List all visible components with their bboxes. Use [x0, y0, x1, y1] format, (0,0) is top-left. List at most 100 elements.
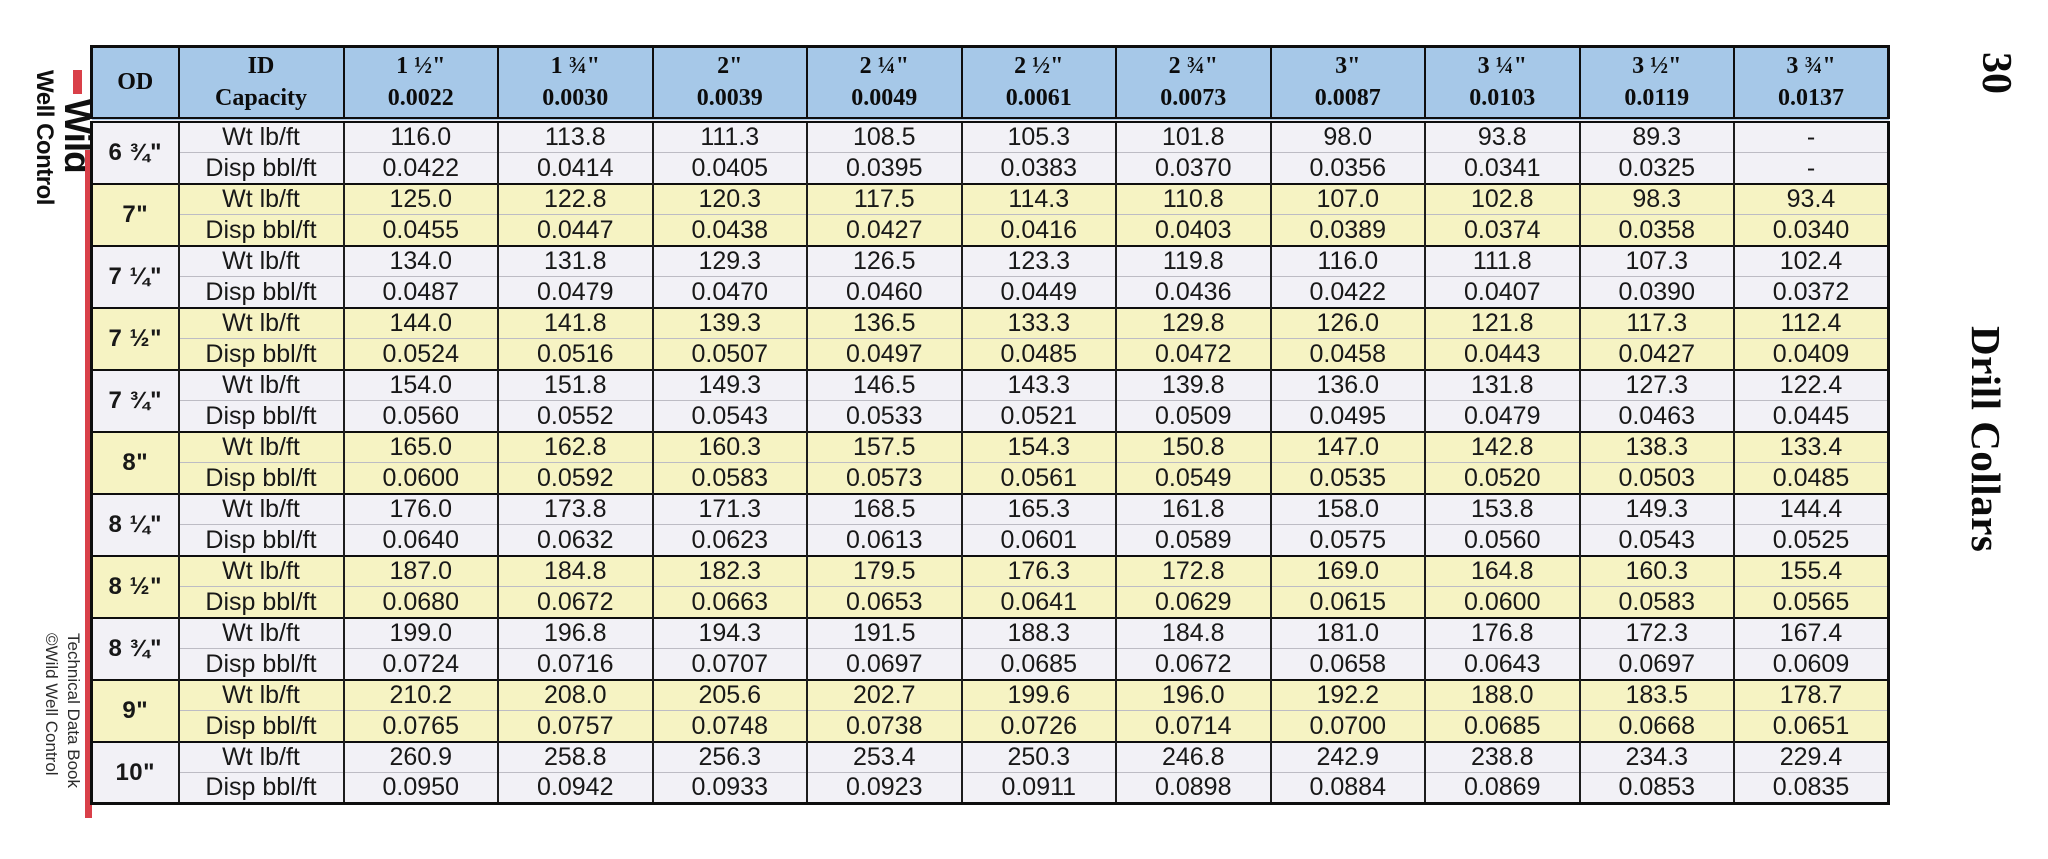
- value-cell: 178.7: [1733, 678, 1890, 711]
- value-cell: 154.3: [960, 430, 1117, 463]
- table-row: Disp bbl/ft 0.0455 0.0447 0.0438 0.0427 0.041…: [92, 214, 1890, 246]
- value-cell: 0.0589: [1115, 524, 1272, 556]
- header-line: ID: [247, 53, 275, 79]
- value-cell: 0.0455: [342, 214, 499, 246]
- red-accent-rule: [85, 150, 92, 818]
- value-cell: 149.3: [651, 368, 808, 401]
- value-cell: 0.0600: [1424, 586, 1581, 618]
- value-cell: 176.0: [342, 492, 499, 525]
- value-cell: 107.3: [1578, 244, 1735, 277]
- value-cell: 205.6: [651, 678, 808, 711]
- value-cell: 0.0479: [497, 276, 654, 308]
- value-cell: 0.0543: [1578, 524, 1735, 556]
- value-cell: 116.0: [1269, 244, 1426, 277]
- value-cell: 110.8: [1115, 182, 1272, 215]
- value-cell: 136.5: [806, 306, 963, 339]
- value-cell: 114.3: [960, 182, 1117, 215]
- row-label-cell: Disp bbl/ft: [177, 152, 345, 184]
- value-cell: 165.0: [342, 430, 499, 463]
- od-cell: 8 ¼": [90, 492, 180, 556]
- header-od: OD: [90, 45, 180, 124]
- value-cell: 161.8: [1115, 492, 1272, 525]
- value-cell: 0.0543: [651, 400, 808, 432]
- value-cell: 142.8: [1424, 430, 1581, 463]
- value-cell: 0.0443: [1424, 338, 1581, 370]
- value-cell: 0.0615: [1269, 586, 1426, 618]
- value-cell: 160.3: [1578, 554, 1735, 587]
- value-cell: 0.0356: [1269, 152, 1426, 184]
- value-cell: 172.8: [1115, 554, 1272, 587]
- value-cell: 191.5: [806, 616, 963, 649]
- table-row: Disp bbl/ft 0.0680 0.0672 0.0663 0.0653 0.064…: [92, 586, 1890, 618]
- value-cell: 181.0: [1269, 616, 1426, 649]
- row-label-cell: Wt lb/ft: [177, 554, 345, 587]
- value-cell: 151.8: [497, 368, 654, 401]
- value-cell: 0.0516: [497, 338, 654, 370]
- value-cell: 120.3: [651, 182, 808, 215]
- header-col-8: 3 ½" 0.0119: [1578, 45, 1735, 124]
- value-cell: 122.8: [497, 182, 654, 215]
- header-line: 3": [1335, 53, 1361, 79]
- table-row: Disp bbl/ft 0.0487 0.0479 0.0470 0.0460 0.044…: [92, 276, 1890, 308]
- value-cell: 0.0583: [1578, 586, 1735, 618]
- value-cell: 107.0: [1269, 182, 1426, 215]
- value-cell: 150.8: [1115, 430, 1272, 463]
- value-cell: 147.0: [1269, 430, 1426, 463]
- chapter-side-title: Drill Collars: [1963, 326, 2009, 553]
- value-cell: 0.0383: [960, 152, 1117, 184]
- value-cell: 133.4: [1733, 430, 1890, 463]
- od-cell: 8 ½": [90, 554, 180, 618]
- row-label-cell: Wt lb/ft: [177, 492, 345, 525]
- table-row: Disp bbl/ft 0.0422 0.0414 0.0405 0.0395 0.038…: [92, 152, 1890, 184]
- od-cell: 10": [90, 740, 180, 804]
- value-cell: 242.9: [1269, 740, 1426, 773]
- header-line: 0.0073: [1160, 84, 1227, 111]
- value-cell: -: [1733, 152, 1890, 184]
- value-cell: 139.3: [651, 306, 808, 339]
- value-cell: 0.0640: [342, 524, 499, 556]
- header-line: 0.0137: [1778, 84, 1844, 111]
- value-cell: 127.3: [1578, 368, 1735, 401]
- value-cell: 246.8: [1115, 740, 1272, 773]
- value-cell: 184.8: [497, 554, 654, 587]
- header-line: 3 ½": [1632, 53, 1682, 79]
- value-cell: 155.4: [1733, 554, 1890, 587]
- od-cell: 7": [90, 182, 180, 246]
- value-cell: 119.8: [1115, 244, 1272, 277]
- value-cell: 122.4: [1733, 368, 1890, 401]
- value-cell: 0.0409: [1733, 338, 1890, 370]
- header-line: 2 ¾": [1168, 53, 1218, 79]
- value-cell: 0.0485: [960, 338, 1117, 370]
- value-cell: 196.0: [1115, 678, 1272, 711]
- value-cell: 182.3: [651, 554, 808, 587]
- value-cell: 0.0325: [1578, 152, 1735, 184]
- table-row: 8" Wt lb/ft 165.0 162.8 160.3 157.5 154.3 150.8…: [90, 430, 1890, 494]
- value-cell: 210.2: [342, 678, 499, 711]
- value-cell: 102.8: [1424, 182, 1581, 215]
- value-cell: 169.0: [1269, 554, 1426, 587]
- page-number: 30: [1973, 52, 2019, 94]
- row-label-cell: Disp bbl/ft: [177, 586, 345, 618]
- value-cell: 0.0395: [806, 152, 963, 184]
- value-cell: 0.0700: [1269, 710, 1426, 742]
- value-cell: 0.0535: [1269, 462, 1426, 494]
- header-col-2: 2" 0.0039: [651, 45, 808, 124]
- header-col-6: 3" 0.0087: [1269, 45, 1426, 124]
- row-label-cell: Disp bbl/ft: [177, 276, 345, 308]
- value-cell: 0.0623: [651, 524, 808, 556]
- row-label-cell: Disp bbl/ft: [177, 338, 345, 370]
- drill-collar-table: OD ID Capacity 1 ½" 0.0022 1 ¾" 0.0030 2" 0.0039…: [90, 45, 1890, 806]
- value-cell: 0.0370: [1115, 152, 1272, 184]
- value-cell: 125.0: [342, 182, 499, 215]
- row-label-cell: Wt lb/ft: [177, 430, 345, 463]
- value-cell: 196.8: [497, 616, 654, 649]
- value-cell: 187.0: [342, 554, 499, 587]
- value-cell: 167.4: [1733, 616, 1890, 649]
- value-cell: 0.0716: [497, 648, 654, 680]
- value-cell: 0.0445: [1733, 400, 1890, 432]
- row-label-cell: Wt lb/ft: [177, 740, 345, 773]
- value-cell: 0.0641: [960, 586, 1117, 618]
- value-cell: 153.8: [1424, 492, 1581, 525]
- value-cell: 146.5: [806, 368, 963, 401]
- value-cell: 141.8: [497, 306, 654, 339]
